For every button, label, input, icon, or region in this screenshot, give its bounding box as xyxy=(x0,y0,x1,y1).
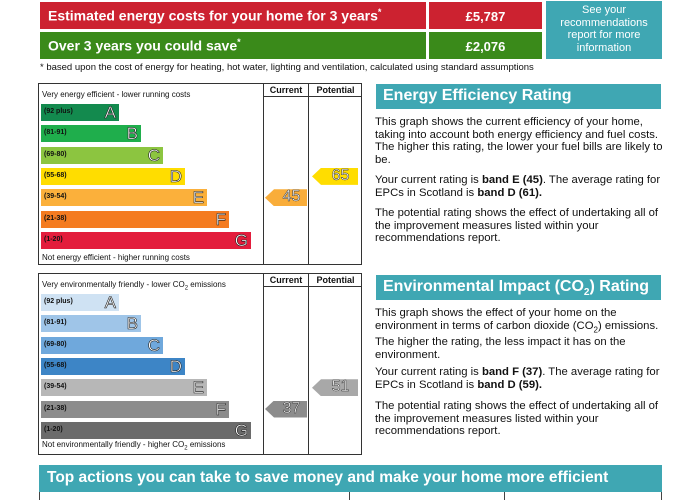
current-column-header: Current xyxy=(269,85,303,95)
band-g: (1-20) G xyxy=(41,420,251,440)
band-letter: A xyxy=(104,293,116,313)
current-rating-arrow: 45 xyxy=(265,189,307,207)
band-letter: F xyxy=(215,399,226,419)
band-range: (1-20) xyxy=(44,425,63,433)
band-range: (55-68) xyxy=(44,171,67,179)
band-g: (1-20) G xyxy=(41,230,251,250)
energy-efficiency-chart: Current Potential Very energy efficient … xyxy=(38,83,362,265)
band-letter: G xyxy=(234,230,248,250)
environmental-impact-description: This graph shows the effect of your home… xyxy=(375,307,659,362)
current-rating-arrow: 37 xyxy=(265,400,307,418)
band-letter: E xyxy=(192,188,204,208)
band-letter: D xyxy=(169,356,182,377)
energy-efficiency-potential-note: The potential rating shows the effect of… xyxy=(375,207,659,245)
band-a: (92 plus) A xyxy=(41,293,119,313)
environmental-impact-current-rating: Your current rating is band F (37). The … xyxy=(375,366,660,391)
band-range: (92 plus) xyxy=(44,108,73,115)
potential-rating-arrow: 65 xyxy=(312,167,358,185)
estimated-costs-value: £5,787 xyxy=(427,1,543,30)
recommendations-report-link[interactable]: See your recommendations report for more… xyxy=(546,1,662,59)
chart-top-caption: Very environmentally friendly - lower CO… xyxy=(42,280,226,292)
band-d: (55-68) D xyxy=(41,356,185,377)
band-range: (81-91) xyxy=(44,129,67,137)
potential-column-header: Potential xyxy=(316,85,355,95)
band-range: (21-38) xyxy=(44,214,67,222)
band-letter: A xyxy=(104,103,116,123)
band-letter: F xyxy=(215,209,226,229)
band-range: (55-68) xyxy=(44,361,67,369)
band-e: (39-54) E xyxy=(41,378,207,398)
band-f: (21-38) F xyxy=(41,399,229,419)
potential-savings-label: Over 3 years you could save* xyxy=(39,31,427,60)
energy-efficiency-current-rating: Your current rating is band E (45). The … xyxy=(375,174,661,199)
band-range: (39-54) xyxy=(44,383,67,391)
estimated-costs-label: Estimated energy costs for your home for… xyxy=(39,1,427,30)
band-range: (81-91) xyxy=(44,319,67,327)
band-c: (69-80) C xyxy=(41,145,163,165)
band-b: (81-91) B xyxy=(41,314,141,334)
band-letter: C xyxy=(147,145,160,165)
cost-footnote: * based upon the cost of energy for heat… xyxy=(40,62,534,73)
band-letter: D xyxy=(169,166,182,187)
energy-efficiency-heading: Energy Efficiency Rating xyxy=(376,84,661,109)
band-letter: B xyxy=(126,314,138,334)
chart-top-caption: Very energy efficient - lower running co… xyxy=(42,90,191,99)
band-c: (69-80) C xyxy=(41,335,163,355)
band-range: (39-54) xyxy=(44,193,67,201)
top-actions-banner: Top actions you can take to save money a… xyxy=(39,465,662,492)
band-letter: B xyxy=(126,124,138,144)
band-range: (69-80) xyxy=(44,340,67,348)
estimated-costs-row: Estimated energy costs for your home for… xyxy=(39,1,543,30)
band-range: (92 plus) xyxy=(44,298,73,305)
band-f: (21-38) F xyxy=(41,209,229,229)
band-a: (92 plus) A xyxy=(41,103,119,123)
current-column-header: Current xyxy=(269,275,303,285)
band-letter: E xyxy=(192,378,204,398)
chart-bottom-caption: Not energy efficient - higher running co… xyxy=(42,253,190,262)
band-e: (39-54) E xyxy=(41,188,207,208)
band-letter: G xyxy=(234,420,248,440)
band-range: (1-20) xyxy=(44,235,63,243)
band-range: (69-80) xyxy=(44,150,67,158)
top-actions-table xyxy=(39,492,662,500)
potential-column-header: Potential xyxy=(316,275,355,285)
band-letter: C xyxy=(147,335,160,355)
environmental-impact-heading: Environmental Impact (CO2) Rating xyxy=(376,275,661,300)
environmental-impact-chart: Current Potential Very environmentally f… xyxy=(38,273,362,455)
band-d: (55-68) D xyxy=(41,166,185,187)
chart-bottom-caption: Not environmentally friendly - higher CO… xyxy=(42,440,226,452)
band-b: (81-91) B xyxy=(41,124,141,144)
potential-savings-value: £2,076 xyxy=(427,31,543,60)
energy-efficiency-description: This graph shows the current efficiency … xyxy=(375,116,663,166)
band-range: (21-38) xyxy=(44,404,67,412)
potential-savings-row: Over 3 years you could save* £2,076 xyxy=(39,31,543,60)
environmental-impact-potential-note: The potential rating shows the effect of… xyxy=(375,400,659,438)
potential-rating-arrow: 51 xyxy=(312,379,358,397)
